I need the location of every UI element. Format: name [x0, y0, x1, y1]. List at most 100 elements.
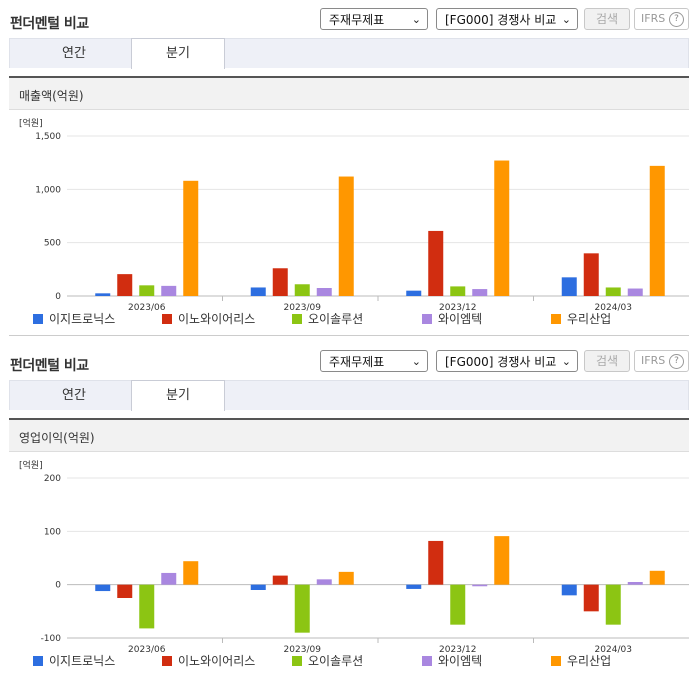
legend-label: 우리산업 — [567, 654, 612, 668]
period-tabs: 연간 분기 — [9, 380, 689, 411]
bar[interactable] — [117, 584, 133, 598]
compare-select[interactable]: [FG000] 경쟁사 비교 ⌄ — [436, 8, 578, 30]
bar[interactable] — [338, 571, 354, 585]
search-button[interactable]: 검색 — [584, 350, 630, 372]
bar[interactable] — [294, 584, 310, 633]
bar[interactable] — [472, 584, 488, 587]
tab-quarterly[interactable]: 분기 — [131, 38, 225, 69]
operating-profit-bar-chart: [억원] -100 0 100 200 2023/06 2023/09 2023/12 2024… — [19, 459, 689, 655]
x-tick-label: 2023/06 — [128, 645, 166, 655]
tab-annual[interactable]: 연간 — [62, 46, 86, 61]
bar[interactable] — [139, 285, 155, 296]
bar[interactable] — [183, 180, 199, 296]
bar[interactable] — [583, 253, 599, 296]
bar[interactable] — [272, 575, 288, 585]
bar[interactable] — [428, 540, 444, 585]
ifrs-label: IFRS — [641, 12, 666, 25]
fundamental-panel-revenue: 펀더멘털 비교 주재무제표 ⌄ [FG000] 경쟁사 비교 ⌄ 검색 IFRS? … — [9, 8, 689, 336]
bar[interactable] — [161, 572, 177, 585]
bar[interactable] — [250, 584, 266, 590]
legend-label: 와이엠텍 — [438, 654, 483, 668]
revenue-bar-chart: [억원] 0 500 1,000 1,500 2023/06 2023/09 2023/12 2… — [19, 117, 689, 313]
legend-swatch — [292, 656, 302, 666]
divider — [9, 335, 689, 336]
bar[interactable] — [316, 288, 332, 296]
x-tick-label: 2023/12 — [439, 303, 476, 313]
bar[interactable] — [406, 290, 422, 296]
legend-label: 이지트로닉스 — [49, 654, 116, 668]
bar[interactable] — [95, 584, 111, 592]
legend-swatch — [33, 656, 43, 666]
ifrs-help-button[interactable]: IFRS? — [634, 350, 689, 372]
bar[interactable] — [450, 286, 466, 296]
bar[interactable] — [561, 277, 577, 296]
bar[interactable] — [494, 160, 510, 296]
legend-item[interactable]: 오이솔루션 — [292, 652, 363, 669]
tab-annual[interactable]: 연간 — [62, 388, 86, 403]
section-header: 매출액(억원) — [9, 78, 689, 110]
statement-select[interactable]: 주재무제표 ⌄ — [320, 8, 428, 30]
legend-item[interactable]: 오이솔루션 — [292, 310, 363, 327]
bar[interactable] — [472, 289, 488, 296]
bar[interactable] — [95, 293, 111, 296]
legend-item[interactable]: 와이엠텍 — [422, 310, 482, 327]
tab-quarterly[interactable]: 분기 — [131, 380, 225, 411]
help-icon: ? — [669, 12, 684, 27]
bar[interactable] — [250, 287, 266, 296]
search-button[interactable]: 검색 — [584, 8, 630, 30]
bar[interactable] — [161, 285, 177, 296]
bar[interactable] — [450, 584, 466, 625]
y-tick-label: 500 — [44, 239, 61, 249]
bar[interactable] — [117, 274, 133, 296]
x-tick-label: 2023/06 — [128, 303, 166, 313]
bar[interactable] — [428, 230, 444, 296]
bar[interactable] — [406, 584, 422, 589]
legend-swatch — [422, 314, 432, 324]
bar[interactable] — [183, 561, 199, 585]
bar[interactable] — [316, 579, 332, 585]
bar[interactable] — [605, 584, 621, 625]
unit-label: [억원] — [19, 459, 43, 471]
statement-select[interactable]: 주재무제표 ⌄ — [320, 350, 428, 372]
chevron-down-icon: ⌄ — [411, 355, 421, 368]
chevron-down-icon: ⌄ — [561, 355, 571, 368]
bar[interactable] — [627, 582, 643, 585]
bar[interactable] — [627, 288, 643, 296]
statement-select-value: 주재무제표 — [329, 13, 385, 27]
bar[interactable] — [139, 584, 155, 629]
bar[interactable] — [494, 536, 510, 585]
y-tick-label: 0 — [55, 292, 61, 302]
legend-label: 우리산업 — [567, 312, 612, 326]
y-tick-label: 100 — [44, 527, 61, 537]
bar[interactable] — [338, 176, 354, 296]
bar[interactable] — [605, 287, 621, 296]
legend-item[interactable]: 와이엠텍 — [422, 652, 482, 669]
section-header: 영업이익(억원) — [9, 420, 689, 452]
revenue-chart: [억원] 0 500 1,000 1,500 2023/06 2023/09 2023/12 2… — [9, 110, 689, 332]
statement-select-value: 주재무제표 — [329, 355, 385, 369]
legend-item[interactable]: 우리산업 — [551, 310, 611, 327]
section-title: 영업이익(억원) — [19, 431, 95, 445]
bar[interactable] — [294, 284, 310, 296]
legend-item[interactable]: 우리산업 — [551, 652, 611, 669]
help-icon: ? — [669, 354, 684, 369]
panel-toolbar: 펀더멘털 비교 주재무제표 ⌄ [FG000] 경쟁사 비교 ⌄ 검색 IFRS? — [0, 342, 696, 378]
ifrs-help-button[interactable]: IFRS? — [634, 8, 689, 30]
bar[interactable] — [272, 268, 288, 296]
bar[interactable] — [561, 584, 577, 596]
divider — [9, 418, 689, 420]
section-title: 매출액(억원) — [19, 89, 84, 103]
chevron-down-icon: ⌄ — [561, 13, 571, 26]
fundamental-panel-operating-profit: 펀더멘털 비교 주재무제표 ⌄ [FG000] 경쟁사 비교 ⌄ 검색 IFRS? … — [0, 342, 696, 684]
compare-select[interactable]: [FG000] 경쟁사 비교 ⌄ — [436, 350, 578, 372]
bar[interactable] — [649, 570, 665, 585]
legend-item[interactable]: 이지트로닉스 — [33, 652, 115, 669]
y-tick-label: -100 — [41, 634, 62, 644]
operating-profit-chart: [억원] -100 0 100 200 2023/06 2023/09 2023/12 2024… — [9, 452, 689, 674]
unit-label: [억원] — [19, 117, 43, 129]
legend-item[interactable]: 이노와이어리스 — [162, 652, 255, 669]
legend-item[interactable]: 이지트로닉스 — [33, 310, 115, 327]
bar[interactable] — [583, 584, 599, 612]
legend-item[interactable]: 이노와이어리스 — [162, 310, 255, 327]
bar[interactable] — [649, 165, 665, 296]
